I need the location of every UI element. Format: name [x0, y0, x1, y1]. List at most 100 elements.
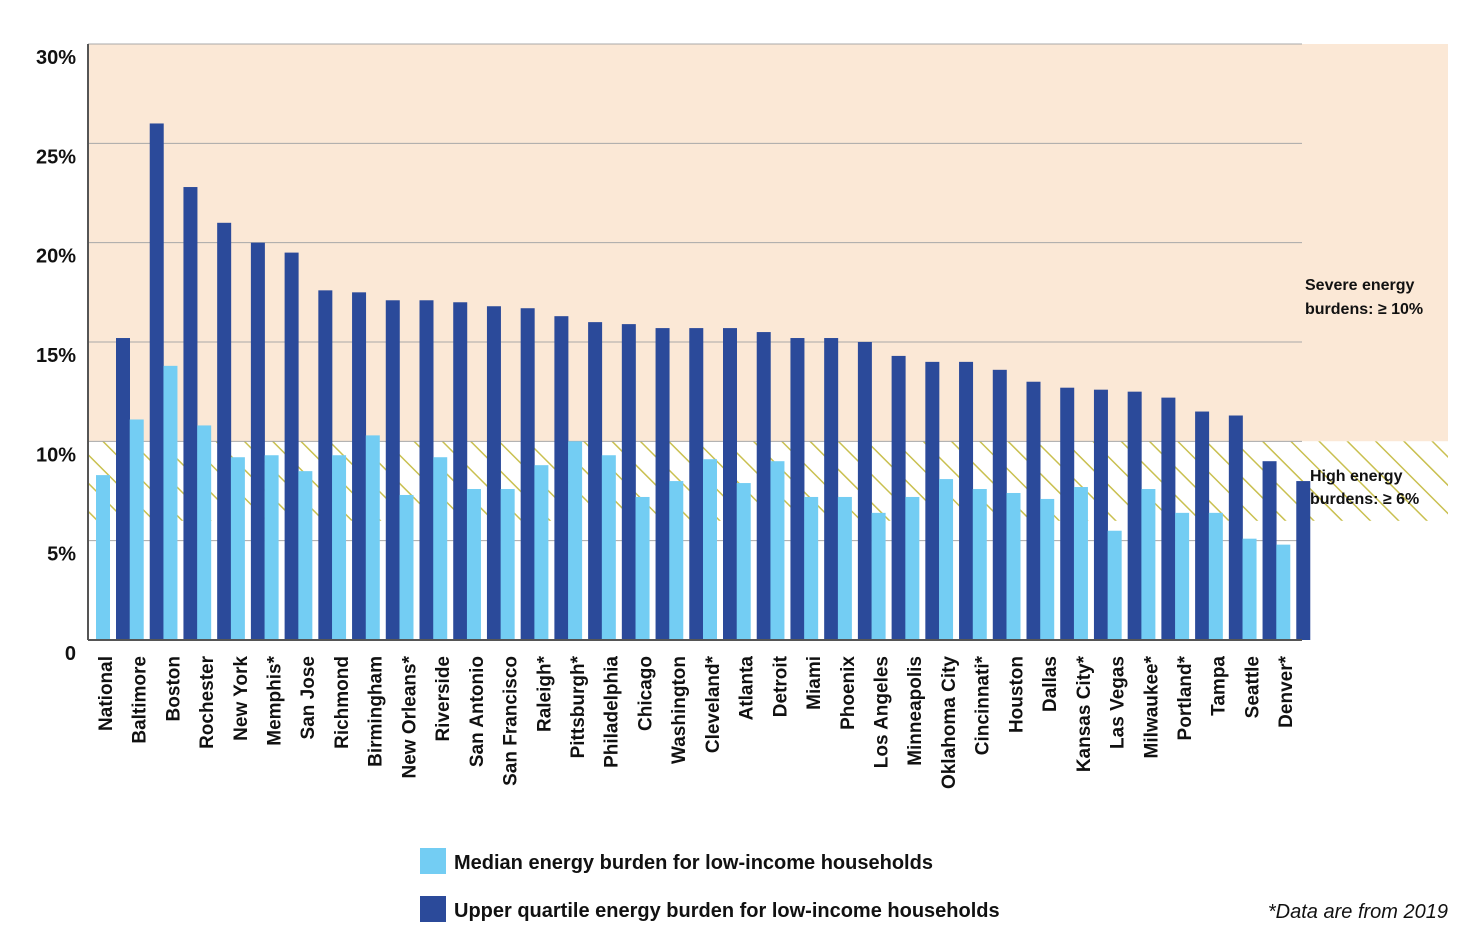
y-tick-label: 5%: [47, 544, 76, 566]
x-tick-label: Chicago: [635, 656, 656, 731]
bar-upper-quartile: [1262, 461, 1277, 640]
x-tick-label: New York: [231, 656, 252, 741]
x-tick-label: Milwaukee*: [1141, 655, 1162, 758]
legend-swatch-median: [420, 848, 446, 874]
bar-median: [939, 479, 954, 640]
bar-upper-quartile: [790, 338, 805, 640]
bar-upper-quartile: [824, 338, 839, 640]
bar-median: [197, 425, 212, 640]
bar-upper-quartile: [318, 290, 333, 640]
x-tick-label: Baltimore: [130, 656, 151, 744]
bar-median: [837, 496, 852, 640]
bar-upper-quartile: [250, 242, 265, 640]
bar-upper-quartile: [1026, 381, 1041, 640]
x-tick-label: Philadelphia: [602, 656, 623, 768]
x-tick-label: San Antonio: [467, 656, 488, 767]
x-tick-label: Raleigh*: [534, 655, 555, 732]
y-tick-label: 25%: [36, 146, 76, 168]
bar-upper-quartile: [486, 306, 501, 640]
y-tick-label: 30%: [36, 47, 76, 69]
bar-upper-quartile: [891, 355, 906, 640]
legend-label-median: Median energy burden for low-income hous…: [454, 852, 933, 874]
x-tick-label: Las Vegas: [1108, 656, 1129, 749]
y-tick-labels: 0 5% 10% 15% 20% 25% 30%: [36, 47, 76, 665]
bar-upper-quartile: [419, 300, 434, 640]
x-tick-label: Cincinnati*: [973, 655, 994, 755]
bar-median: [736, 483, 751, 640]
bar-median: [1276, 544, 1291, 640]
x-tick-labels: National Baltimore Boston Rochester New York…: [96, 655, 1297, 789]
high-zone-label: High energy: [1310, 468, 1403, 485]
bar-median: [466, 489, 481, 640]
bar-upper-quartile: [520, 308, 535, 640]
y-tick-label: 15%: [36, 345, 76, 367]
bar-median: [365, 435, 380, 640]
bar-upper-quartile: [352, 292, 367, 640]
x-tick-label: Phoenix: [838, 656, 859, 730]
x-tick-label: Boston: [163, 656, 184, 721]
bar-median: [568, 441, 583, 640]
bar-upper-quartile: [925, 361, 940, 640]
legend-label-upper-quartile: Upper quartile energy burden for low-inc…: [454, 900, 1000, 922]
bar-upper-quartile: [1127, 391, 1142, 640]
x-tick-label: Cleveland*: [703, 655, 724, 753]
bar-upper-quartile: [1060, 387, 1075, 640]
bar-median: [298, 471, 313, 640]
bar-median: [905, 496, 920, 640]
x-tick-label: Minneapolis: [905, 656, 926, 766]
x-tick-label: New Orleans*: [399, 655, 420, 778]
bar-median: [230, 457, 245, 640]
x-tick-label: Dallas: [1040, 656, 1061, 712]
bar-median: [433, 457, 448, 640]
bar-median: [534, 465, 549, 640]
bar-upper-quartile: [1161, 397, 1176, 640]
bar-upper-quartile: [992, 369, 1007, 640]
bar-median: [500, 489, 515, 640]
bar-median: [703, 459, 717, 640]
x-tick-label: Atlanta: [737, 656, 758, 721]
bar-median: [770, 461, 785, 640]
axes: [87, 44, 1302, 641]
bar-upper-quartile: [1195, 411, 1210, 640]
legend: Median energy burden for low-income hous…: [420, 848, 1000, 922]
bar-median: [1141, 489, 1156, 640]
x-tick-label: San Jose: [298, 656, 319, 739]
bar-median: [1107, 530, 1122, 640]
bar-median: [129, 419, 144, 640]
bar-upper-quartile: [554, 316, 569, 640]
bar-upper-quartile: [959, 361, 974, 640]
bar-median: [163, 365, 178, 640]
y-tick-label: 0: [65, 643, 76, 665]
x-tick-label: Oklahoma City: [939, 656, 960, 789]
legend-swatch-upper-quartile: [420, 896, 446, 922]
severe-zone-label: burdens: ≥ 10%: [1305, 301, 1423, 318]
x-tick-label: Memphis*: [264, 655, 285, 745]
y-tick-label: 10%: [36, 444, 76, 466]
bar-median: [1208, 512, 1223, 640]
high-zone-label: burdens: ≥ 6%: [1310, 491, 1419, 508]
x-tick-label: Los Angeles: [871, 656, 892, 768]
bar-median: [264, 455, 279, 640]
bar-upper-quartile: [756, 332, 771, 640]
bar-median: [635, 496, 650, 640]
bar-median: [1006, 492, 1021, 640]
x-tick-label: National: [96, 656, 117, 731]
x-tick-label: Houston: [1006, 656, 1027, 733]
bar-upper-quartile: [453, 302, 468, 640]
bar-upper-quartile: [217, 222, 232, 641]
bar-median: [972, 489, 987, 640]
bar-median: [1040, 498, 1055, 640]
bar-median: [669, 481, 684, 640]
bar-upper-quartile: [385, 300, 400, 640]
x-tick-label: Richmond: [332, 656, 353, 749]
x-tick-label: Portland*: [1175, 655, 1196, 740]
bar-upper-quartile: [149, 123, 164, 640]
x-tick-label: Washington: [669, 656, 690, 764]
bar-upper-quartile: [116, 338, 130, 640]
bar-upper-quartile: [588, 322, 603, 640]
x-tick-label: San Francisco: [501, 656, 522, 786]
x-tick-label: Kansas City*: [1074, 655, 1095, 772]
bar-upper-quartile: [1228, 415, 1243, 640]
bar-median: [1242, 538, 1257, 640]
bar-upper-quartile: [183, 187, 198, 641]
